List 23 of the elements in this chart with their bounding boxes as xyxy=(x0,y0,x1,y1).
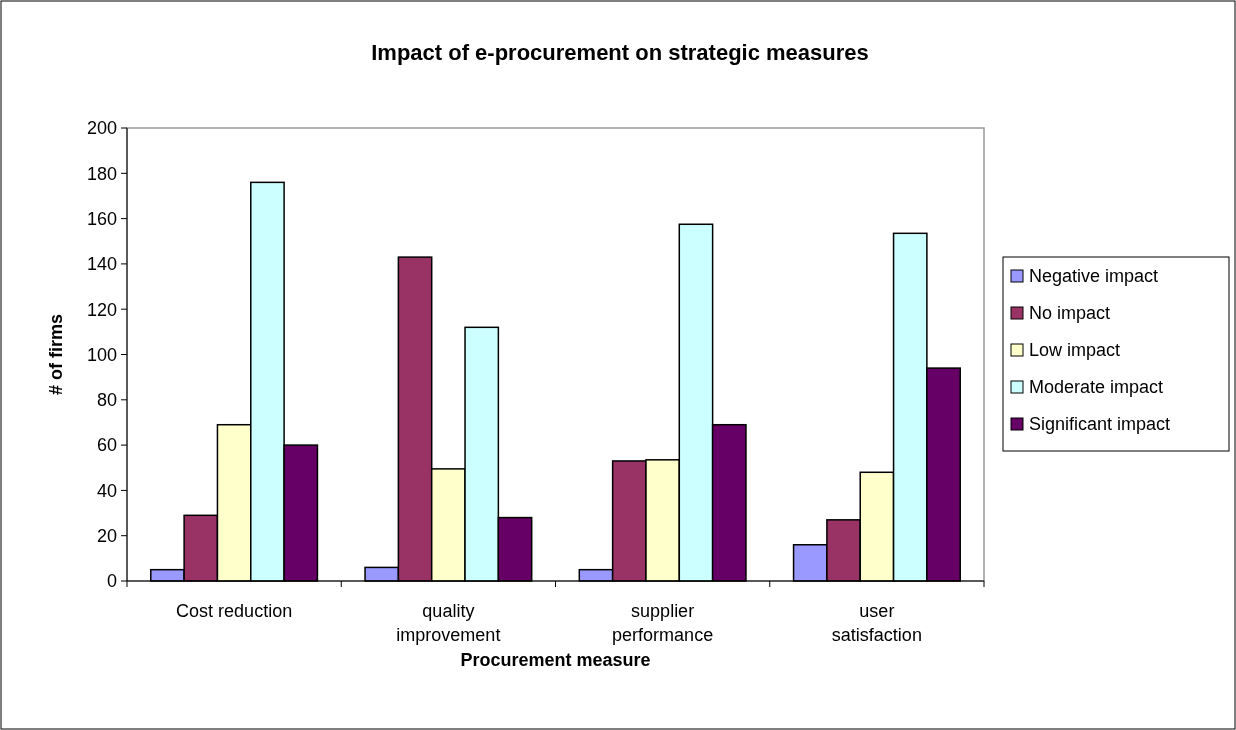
y-tick-label: 40 xyxy=(96,480,117,501)
y-tick-label: 20 xyxy=(96,526,117,546)
y-tick-label: 120 xyxy=(86,299,117,320)
y-axis-title: # of firms xyxy=(46,313,66,396)
y-tick-label: 160 xyxy=(86,208,117,229)
y-tick-label: 180 xyxy=(86,163,117,184)
y-tick-label: 80 xyxy=(96,390,117,411)
y-tick-label: 100 xyxy=(86,344,117,365)
y-tick-label: 0 xyxy=(106,571,117,592)
legend-label: Negative impact xyxy=(1029,266,1159,287)
y-tick-label: 60 xyxy=(96,435,117,456)
chart-title: Impact of e-procurement on strategic measures xyxy=(371,40,869,65)
x-axis-title: Procurement measure xyxy=(460,650,651,670)
x-tick-label: quality improvement xyxy=(396,601,501,645)
x-tick-label: Cost reduction xyxy=(176,601,293,621)
legend-label: Moderate impact xyxy=(1029,377,1164,398)
y-tick-label: 140 xyxy=(86,254,117,275)
x-tick-label: user satisfaction xyxy=(831,601,922,645)
legend-label: Significant impact xyxy=(1029,414,1171,435)
legend-label: Low impact xyxy=(1029,340,1121,361)
legend-label: No impact xyxy=(1029,303,1111,324)
x-tick-label: supplier performance xyxy=(612,601,714,645)
y-tick-label: 200 xyxy=(86,118,117,139)
